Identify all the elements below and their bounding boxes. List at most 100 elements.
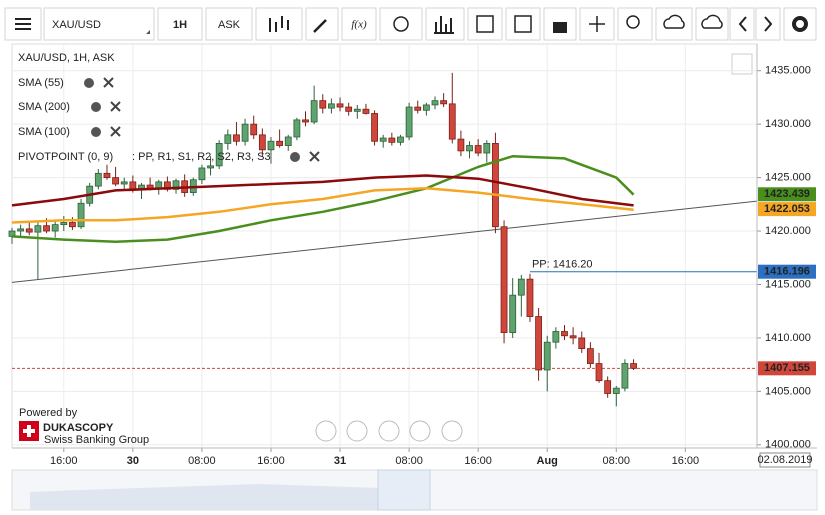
candle-body [492,142,499,228]
report-button[interactable] [505,7,541,41]
navigator-window[interactable] [377,469,431,511]
candle-body [241,123,249,142]
x-tick-label: 16:00 [50,455,78,467]
candle-body [284,136,292,146]
gear-icon[interactable] [91,102,101,112]
candle-body [388,137,396,143]
candle-body [353,108,361,112]
info-button[interactable] [379,7,423,41]
legend-entry-lines: : PP, R1, S1, R2, S2, R3, S3 [132,151,271,163]
axis-date-box [759,452,811,468]
y-tick-label: 1410.000 [765,332,811,344]
candle-body [69,222,76,228]
candle-body [258,134,266,151]
candle-body [509,294,517,333]
pivot-label: PP: 1416.20 [532,259,593,271]
legend-entry: SMA (100) [18,126,70,138]
forward-icon [764,16,773,32]
bars-icon [434,16,454,34]
x-tick-label: 30 [127,455,139,467]
candle-body [112,177,119,185]
gear-icon[interactable] [91,127,101,137]
gear-icon[interactable] [290,152,300,162]
legend-entry: SMA (55) [18,77,64,89]
side-select[interactable] [205,7,253,41]
price-label-text: 1422.053 [764,203,810,215]
candle-body [578,337,586,350]
function-button[interactable] [341,7,377,41]
sma-line [11,154,635,243]
x-tick-label: Aug [537,455,558,467]
price-label-text: 1407.155 [764,362,810,374]
candle-body [612,387,620,394]
candle-body [431,100,439,106]
calendar-icon [476,15,494,33]
upload-icon [663,14,685,29]
candle-body [483,142,491,154]
branding: Powered by DUKASCOPY Swiss Banking Group [19,407,149,446]
price-label-text: 1416.196 [764,266,810,278]
download-button[interactable] [695,7,729,41]
legend-title: XAU/USD, 1H, ASK [18,52,115,64]
nav-button[interactable] [441,420,463,442]
side: ASK [218,19,241,31]
candle-body [224,134,232,144]
nav-button[interactable] [315,420,337,442]
legend: XAU/USD, 1H, ASK SMA (55) SMA (200) SMA … [18,52,320,163]
symbol-select[interactable] [43,7,155,41]
x-tick-label: 16:00 [672,455,700,467]
y-tick-label: 1430.000 [765,118,811,130]
candle-body [120,181,128,185]
candle-body [328,103,335,109]
candle-body [552,331,560,343]
back-button[interactable] [729,7,755,41]
gear-icon[interactable] [84,78,94,88]
lock-icon [553,22,567,33]
upload-button[interactable] [655,7,693,41]
remove-icon[interactable] [309,151,320,162]
zoom-button[interactable] [617,7,653,41]
settings-button[interactable] [783,7,817,41]
price-label-box [758,202,816,217]
candle-body [43,225,50,232]
nav-button[interactable] [378,420,400,442]
crosshair-button[interactable] [579,7,615,41]
nav-button[interactable] [346,420,368,442]
navigator-area [30,484,430,510]
candle-body [345,106,353,112]
candle-body [371,113,378,142]
nav-button[interactable] [409,420,431,442]
remove-icon[interactable] [110,101,121,112]
dropdown-mark [146,30,150,34]
candle-body [94,172,102,187]
candle-body [198,167,206,181]
candle-body [595,363,603,382]
remove-icon[interactable] [103,77,114,88]
x-tick-label: 08:00 [395,455,423,467]
forward-button[interactable] [755,7,781,41]
candle-body [440,100,448,105]
y-tick-label: 1435.000 [765,65,811,77]
legend-entry: SMA (200) [18,101,70,113]
remove-icon[interactable] [110,126,121,137]
candle-body [60,222,68,226]
calendar-button[interactable] [467,7,503,41]
logo-cross [23,425,35,437]
y-tick-label: 1420.000 [765,225,811,237]
price-label-box [758,187,816,202]
price-label-box [758,361,816,376]
price-label: 1423.439 [758,187,816,202]
expand-button[interactable] [731,53,753,75]
price-label-text: 1423.439 [764,188,810,200]
settings-icon [792,16,808,32]
chart-type-button[interactable] [255,7,303,41]
candle-body [17,228,25,232]
candle-body [630,363,637,369]
candle-body [500,226,508,333]
period-select[interactable] [157,7,203,41]
y-tick-label: 1425.000 [765,172,811,184]
period: 1H [173,19,187,31]
candle-body [302,119,309,123]
candle-body [466,145,473,152]
candle-body [543,341,551,371]
